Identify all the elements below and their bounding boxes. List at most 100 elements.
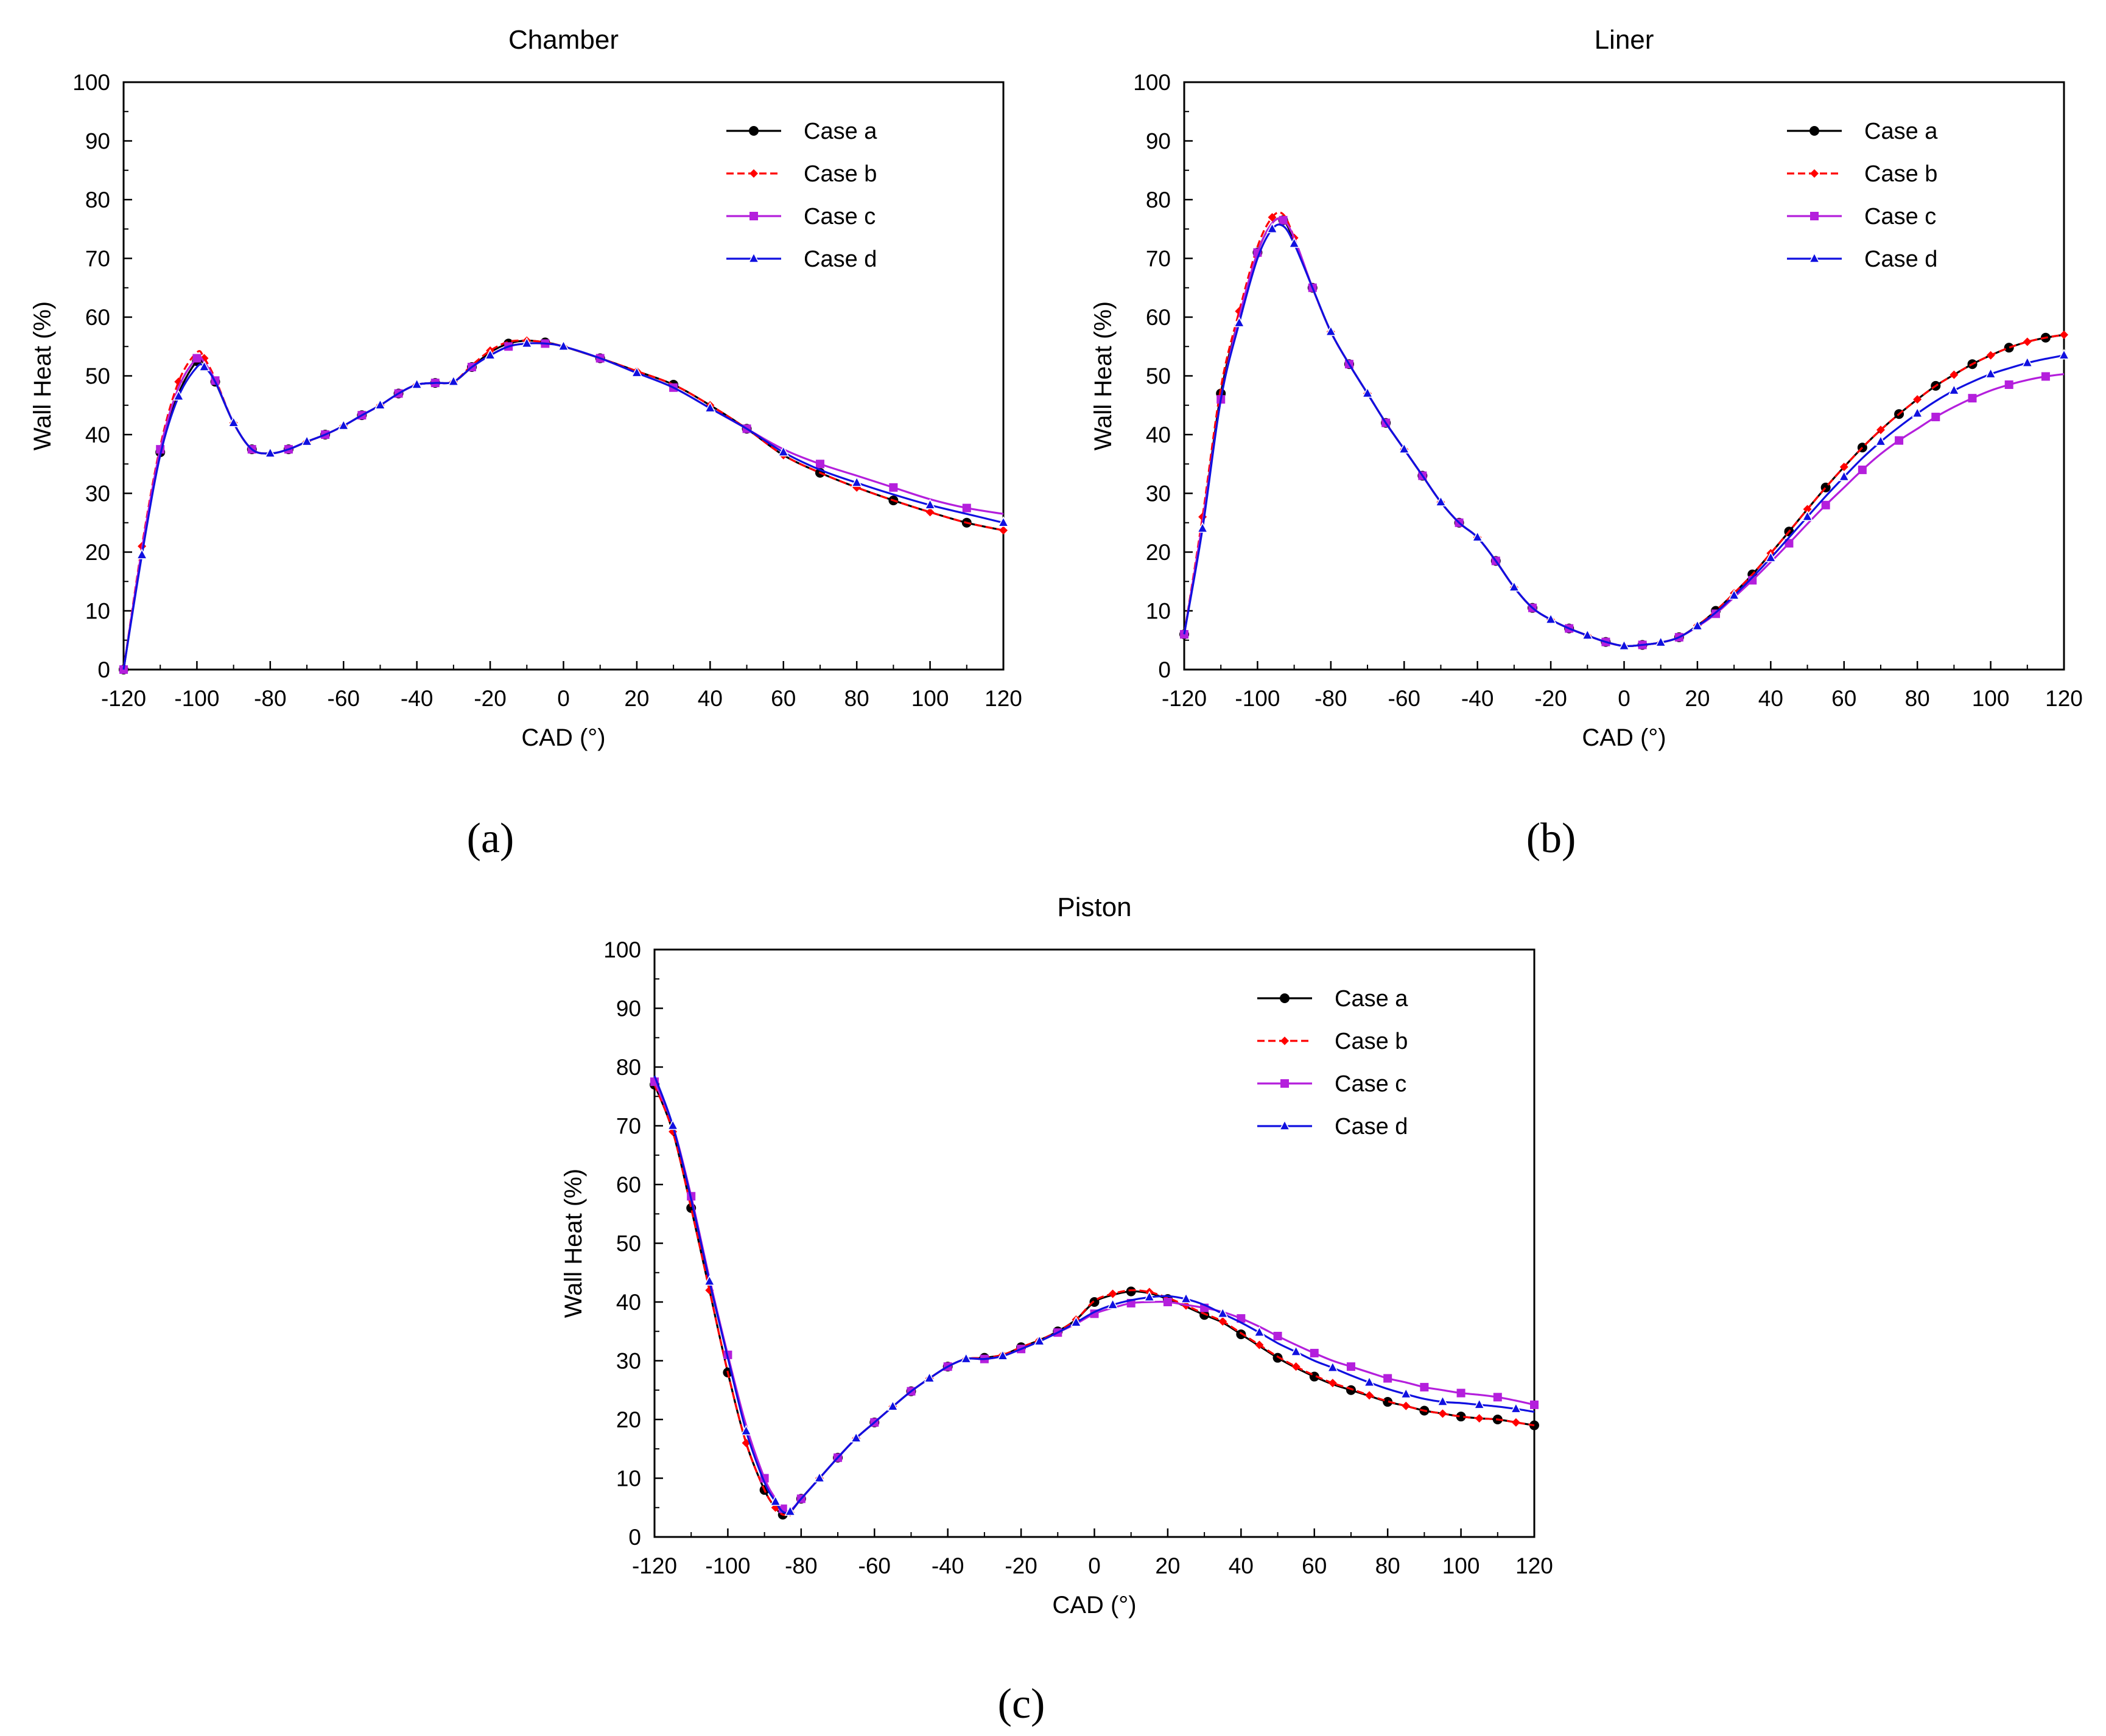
data-point-marker: [1361, 387, 1374, 398]
legend: Case a Case b Case c Case d: [1257, 986, 1408, 1139]
data-point-marker: [1400, 1387, 1412, 1399]
y-tick-label: 90: [85, 129, 110, 154]
data-point-marker: [850, 1432, 862, 1443]
data-point-marker: [924, 1371, 935, 1383]
legend: Case a Case b Case c Case d: [1787, 119, 1938, 272]
data-point-marker: [1875, 435, 1887, 446]
x-tick-label: 120: [985, 686, 1022, 711]
data-point-marker: [631, 366, 643, 377]
data-point-marker: [1691, 619, 1704, 631]
chart-title: Liner: [1595, 25, 1654, 55]
x-tick-label: 60: [771, 686, 796, 711]
y-tick-label: 50: [616, 1231, 641, 1256]
data-point-marker: [1510, 1402, 1522, 1413]
x-tick-label: -120: [1162, 686, 1207, 711]
data-point-marker: [2041, 372, 2050, 381]
x-tick-label: 120: [2045, 686, 2083, 711]
data-point-marker: [1288, 237, 1300, 248]
data-point-marker: [1437, 1395, 1448, 1406]
data-point-marker: [962, 503, 971, 513]
chart-title: Piston: [1057, 892, 1131, 922]
data-point-marker: [997, 516, 1009, 527]
x-tick-label: -100: [174, 686, 219, 711]
x-tick-label: 0: [1088, 1553, 1101, 1578]
data-point-marker: [770, 1495, 781, 1506]
data-point-marker: [1530, 1400, 1539, 1409]
legend-label: Case b: [1335, 1029, 1408, 1054]
data-point-marker: [1838, 470, 1850, 481]
x-tick-label: -40: [401, 686, 433, 711]
data-point-marker: [1545, 613, 1557, 624]
data-point-marker: [1163, 1298, 1172, 1306]
data-point-marker: [1913, 395, 1922, 404]
data-point-marker: [192, 354, 202, 363]
data-point-marker: [1456, 1412, 1466, 1422]
x-tick-label: -80: [785, 1553, 817, 1578]
legend-label: Case c: [1335, 1071, 1406, 1097]
x-tick-label: -80: [254, 686, 286, 711]
data-point-marker: [558, 340, 569, 351]
x-tick-label: -60: [1388, 686, 1420, 711]
y-tick-label: 30: [616, 1349, 641, 1374]
data-point-marker: [411, 378, 423, 389]
data-point-marker: [740, 1424, 752, 1436]
legend-item: Case a: [726, 119, 877, 144]
y-axis-label: Wall Heat (%): [560, 1169, 587, 1318]
legend-item: Case b: [726, 161, 877, 187]
legend-item: Case a: [1787, 119, 1938, 144]
data-point-marker: [1456, 1388, 1465, 1398]
y-axis-label: Wall Heat (%): [1090, 301, 1117, 450]
chart-chamber: Chamber CAD (°) Wall Heat (%) (a) -120 -1…: [29, 25, 1022, 862]
data-point-marker: [1438, 1409, 1447, 1418]
y-tick-label: 0: [1158, 657, 1171, 682]
x-tick-label: -40: [932, 1553, 964, 1578]
x-axis-label: CAD (°): [1052, 1592, 1136, 1619]
panel-label: (b): [1526, 815, 1576, 862]
legend-label: Case d: [804, 247, 877, 272]
series-case-d: [653, 1075, 1535, 1516]
data-point-marker: [1985, 368, 1996, 379]
data-point-marker: [1216, 1307, 1229, 1318]
data-point-marker: [1808, 252, 1820, 263]
series-case-d: [1183, 222, 2070, 651]
data-point-marker: [815, 460, 824, 469]
y-tick-label: 40: [616, 1290, 641, 1315]
x-tick-label: 20: [1685, 686, 1710, 711]
data-point-marker: [1803, 505, 1812, 514]
data-point-marker: [925, 508, 935, 517]
data-point-marker: [2023, 337, 2032, 346]
y-tick-label: 0: [97, 657, 110, 682]
data-point-marker: [1858, 465, 1867, 474]
data-point-marker: [338, 419, 349, 430]
data-point-marker: [1895, 436, 1904, 445]
data-point-marker: [1968, 394, 1977, 403]
data-point-marker: [1280, 1037, 1289, 1045]
y-axis-label: Wall Heat (%): [29, 301, 56, 450]
legend-item: Case b: [1257, 1029, 1408, 1054]
panel-label: (c): [998, 1681, 1045, 1727]
y-tick-label: 100: [1133, 70, 1171, 95]
y-tick-label: 30: [1146, 481, 1171, 506]
y-tick-label: 40: [85, 422, 110, 447]
data-point-marker: [1399, 443, 1410, 453]
data-point-marker: [374, 399, 386, 410]
x-tick-label: 120: [1515, 1553, 1553, 1578]
y-tick-label: 20: [1146, 540, 1171, 565]
y-tick-label: 10: [85, 599, 110, 624]
data-point-marker: [1802, 510, 1813, 521]
legend-label: Case b: [804, 161, 877, 187]
panel-label: (a): [467, 815, 514, 862]
y-tick-label: 90: [1146, 129, 1171, 154]
data-point-marker: [1266, 222, 1278, 233]
y-tick-label: 100: [72, 70, 110, 95]
x-tick-label: -20: [1005, 1553, 1037, 1578]
x-tick-label: -100: [1235, 686, 1280, 711]
y-tick-label: 10: [1146, 599, 1171, 624]
data-point-marker: [1234, 317, 1245, 327]
legend-label: Case c: [804, 204, 876, 229]
x-tick-label: 100: [1442, 1553, 1480, 1578]
y-tick-label: 80: [1146, 187, 1171, 212]
data-point-marker: [1475, 1414, 1484, 1423]
data-point-marker: [1280, 1079, 1289, 1088]
